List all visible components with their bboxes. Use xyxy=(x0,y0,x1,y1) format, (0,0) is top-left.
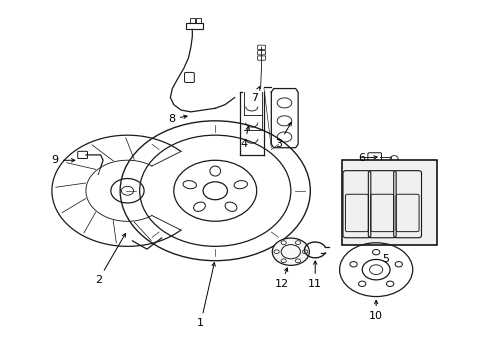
Bar xyxy=(189,18,194,23)
Text: 12: 12 xyxy=(274,268,288,289)
Text: 6: 6 xyxy=(357,153,376,163)
Bar xyxy=(185,23,203,30)
Bar xyxy=(341,160,436,244)
Text: 1: 1 xyxy=(197,263,215,328)
Text: 5: 5 xyxy=(382,254,388,264)
Circle shape xyxy=(272,238,309,265)
Text: 8: 8 xyxy=(167,114,187,124)
Text: 4: 4 xyxy=(241,126,249,149)
Text: 7: 7 xyxy=(250,87,259,103)
Text: 11: 11 xyxy=(307,261,322,289)
Text: 10: 10 xyxy=(368,300,383,321)
Text: 9: 9 xyxy=(51,155,75,165)
Text: 2: 2 xyxy=(95,234,125,285)
Text: 3: 3 xyxy=(275,122,291,149)
Bar xyxy=(195,18,200,23)
